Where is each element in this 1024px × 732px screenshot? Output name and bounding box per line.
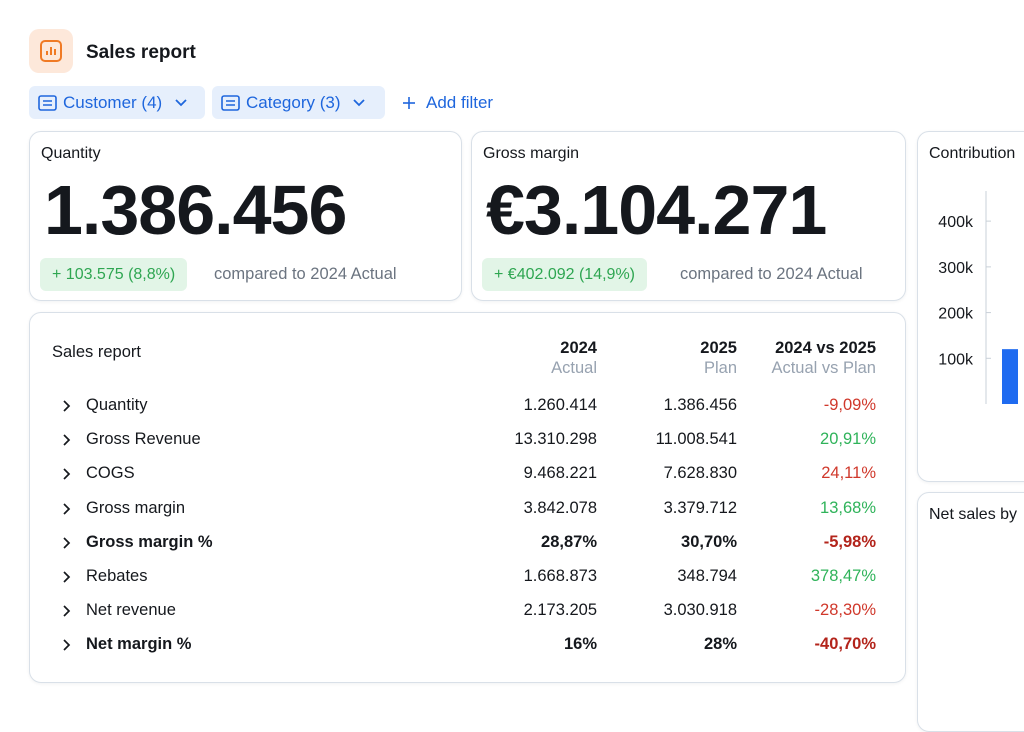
page-title: Sales report [86,42,196,63]
filter-label: Category (3) [246,92,341,112]
column-subheader: Actual [551,359,597,377]
app: Sales report Customer (4) Category (3) A… [29,29,1024,732]
chevron [353,98,366,106]
row-label: Gross Revenue [86,430,201,449]
row-cell: -40,70% [814,635,876,654]
kpi-card: Quantity 1.386.456 + 103.575 (8,8%) comp… [29,131,462,301]
column-header: 2024 vs 2025 [775,339,876,357]
row-label: COGS [86,464,135,483]
y-tick-label: 100k [938,351,974,368]
kpi-delta: + €402.092 (14,9%) [482,258,647,291]
row-label: Quantity [86,396,148,414]
row-cell: 348.794 [677,567,737,585]
column-header: 2025 [700,339,737,357]
kpi-value: 1.386.456 [44,171,347,249]
row-cell: 7.628.830 [663,464,737,483]
chevron-icon [63,434,71,446]
expand-chevron[interactable] [60,569,74,585]
row-cell: 2.173.205 [523,601,597,620]
chevron-icon [63,537,71,549]
chart-card: Net sales by [917,492,1024,732]
kpi-title: Gross margin [483,145,580,162]
table-title: Sales report [52,343,141,361]
chevron-icon [63,400,71,412]
kpi-comparison: compared to 2024 Actual [214,265,397,283]
icon [40,40,62,62]
row-label: Gross margin [86,498,186,517]
row-cell: 9.468.221 [523,464,597,483]
plus-icon [403,96,415,109]
row-cell: 378,47% [810,567,876,585]
row-cell: 20,91% [820,430,876,449]
chevron-icon [63,639,71,651]
icon [38,94,57,111]
row-label: Net margin % [86,635,192,654]
y-tick-label: 400k [938,214,974,231]
row-cell: 11.008.541 [655,430,737,449]
add-filter-label: Add filter [426,92,494,112]
row-label: Net revenue [86,601,176,620]
row-cell: 1.386.456 [663,396,737,414]
row-cell: 13,68% [820,498,876,517]
row-cell: 13.310.298 [514,430,597,449]
y-tick-label: 200k [938,306,974,323]
expand-chevron[interactable] [60,466,74,482]
chevron [175,98,187,106]
row-cell: 3.379.712 [663,498,737,517]
row-cell: 1.668.873 [523,567,597,585]
row-cell: 3.842.078 [523,498,597,517]
row-cell: -28,30% [814,601,876,620]
table-card: Sales report 2024 Actual 2025 Plan 2024 vs 2… [29,312,906,683]
chevron-icon [63,468,71,480]
filter-label: Customer (4) [63,92,163,112]
chart-card: Contribution 100k 200k 300k 400k [917,131,1024,482]
column-header: 2024 [560,339,597,357]
expand-chevron[interactable] [60,501,74,517]
expand-chevron[interactable] [60,603,74,619]
bar [1002,349,1018,404]
expand-chevron[interactable] [60,432,74,448]
chevron-icon [63,571,71,583]
row-label: Rebates [86,567,148,585]
add-filter[interactable]: Add filter [400,86,493,119]
row-cell: 28,87% [541,532,597,551]
row-cell: -9,09% [823,396,876,414]
chevron-icon [63,502,71,515]
chart-title: Net sales by [929,506,1018,523]
row-cell: 16% [563,635,597,654]
chart-title: Contribution [929,145,1016,162]
kpi-card: Gross margin €3.104.271 + €402.092 (14,9… [471,131,906,301]
icon [221,94,240,111]
column-subheader: Actual vs Plan [771,359,876,377]
kpi-comparison: compared to 2024 Actual [680,265,863,283]
row-cell: 30,70% [681,532,737,551]
report-icon [29,29,73,73]
filter-chip[interactable]: Category (3) [212,86,385,119]
expand-chevron[interactable] [60,535,74,551]
row-cell: 1.260.414 [523,396,597,414]
kpi-value: €3.104.271 [486,171,827,249]
row-label: Gross margin % [86,532,213,551]
row-cell: 3.030.918 [663,601,737,620]
y-tick-label: 300k [938,260,974,277]
kpi-delta: + 103.575 (8,8%) [40,258,188,291]
column-subheader: Plan [703,359,737,377]
row-cell: 24,11% [821,464,876,483]
kpi-title: Quantity [41,145,101,162]
row-cell: 28% [703,635,737,654]
expand-chevron[interactable] [60,398,74,414]
expand-chevron[interactable] [60,637,74,653]
chart: 100k 200k 300k 400k [938,191,1018,404]
filter-chip[interactable]: Customer (4) [29,86,205,119]
row-cell: -5,98% [823,532,876,551]
chevron-icon [63,605,71,617]
